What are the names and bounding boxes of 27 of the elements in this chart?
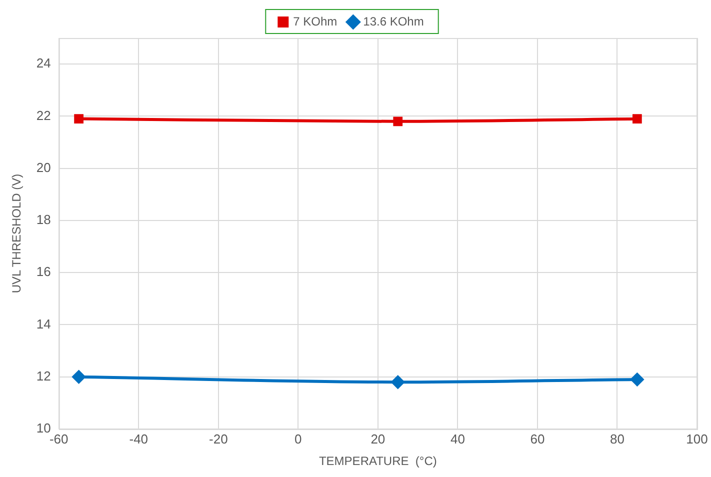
legend-label: 7 KOhm [293, 14, 338, 28]
x-tick-label: -60 [49, 431, 68, 446]
x-tick-label: -20 [208, 431, 228, 446]
y-tick-label: 24 [36, 56, 51, 71]
y-tick-label: 14 [36, 316, 51, 332]
point [72, 370, 86, 384]
point [391, 376, 404, 389]
x-tick-label: 100 [686, 431, 708, 446]
x-tick-label: -40 [129, 431, 148, 446]
y-tick-label: 20 [36, 160, 51, 175]
y-tick-label: 16 [36, 264, 51, 280]
y-tick-label: 22 [36, 108, 51, 123]
x-tick-label: 40 [450, 431, 465, 446]
point [74, 114, 84, 124]
y-tick-label: 10 [36, 420, 51, 436]
x-tick-label: 80 [610, 431, 624, 446]
legend-label: 13.6 KOhm [363, 14, 424, 28]
y-tick-label: 18 [36, 212, 51, 228]
x-axis-title: TEMPERATURE (°C) [318, 454, 437, 468]
x-tick-label: 60 [530, 431, 545, 446]
y-tick-label: 12 [36, 368, 51, 384]
point [630, 372, 644, 386]
point [393, 116, 403, 126]
y-axis-title: UVL THRESHOLD (V) [10, 174, 24, 294]
x-tick-label: 0 [294, 431, 302, 446]
point [632, 114, 642, 124]
x-tick-label: 20 [370, 431, 386, 446]
